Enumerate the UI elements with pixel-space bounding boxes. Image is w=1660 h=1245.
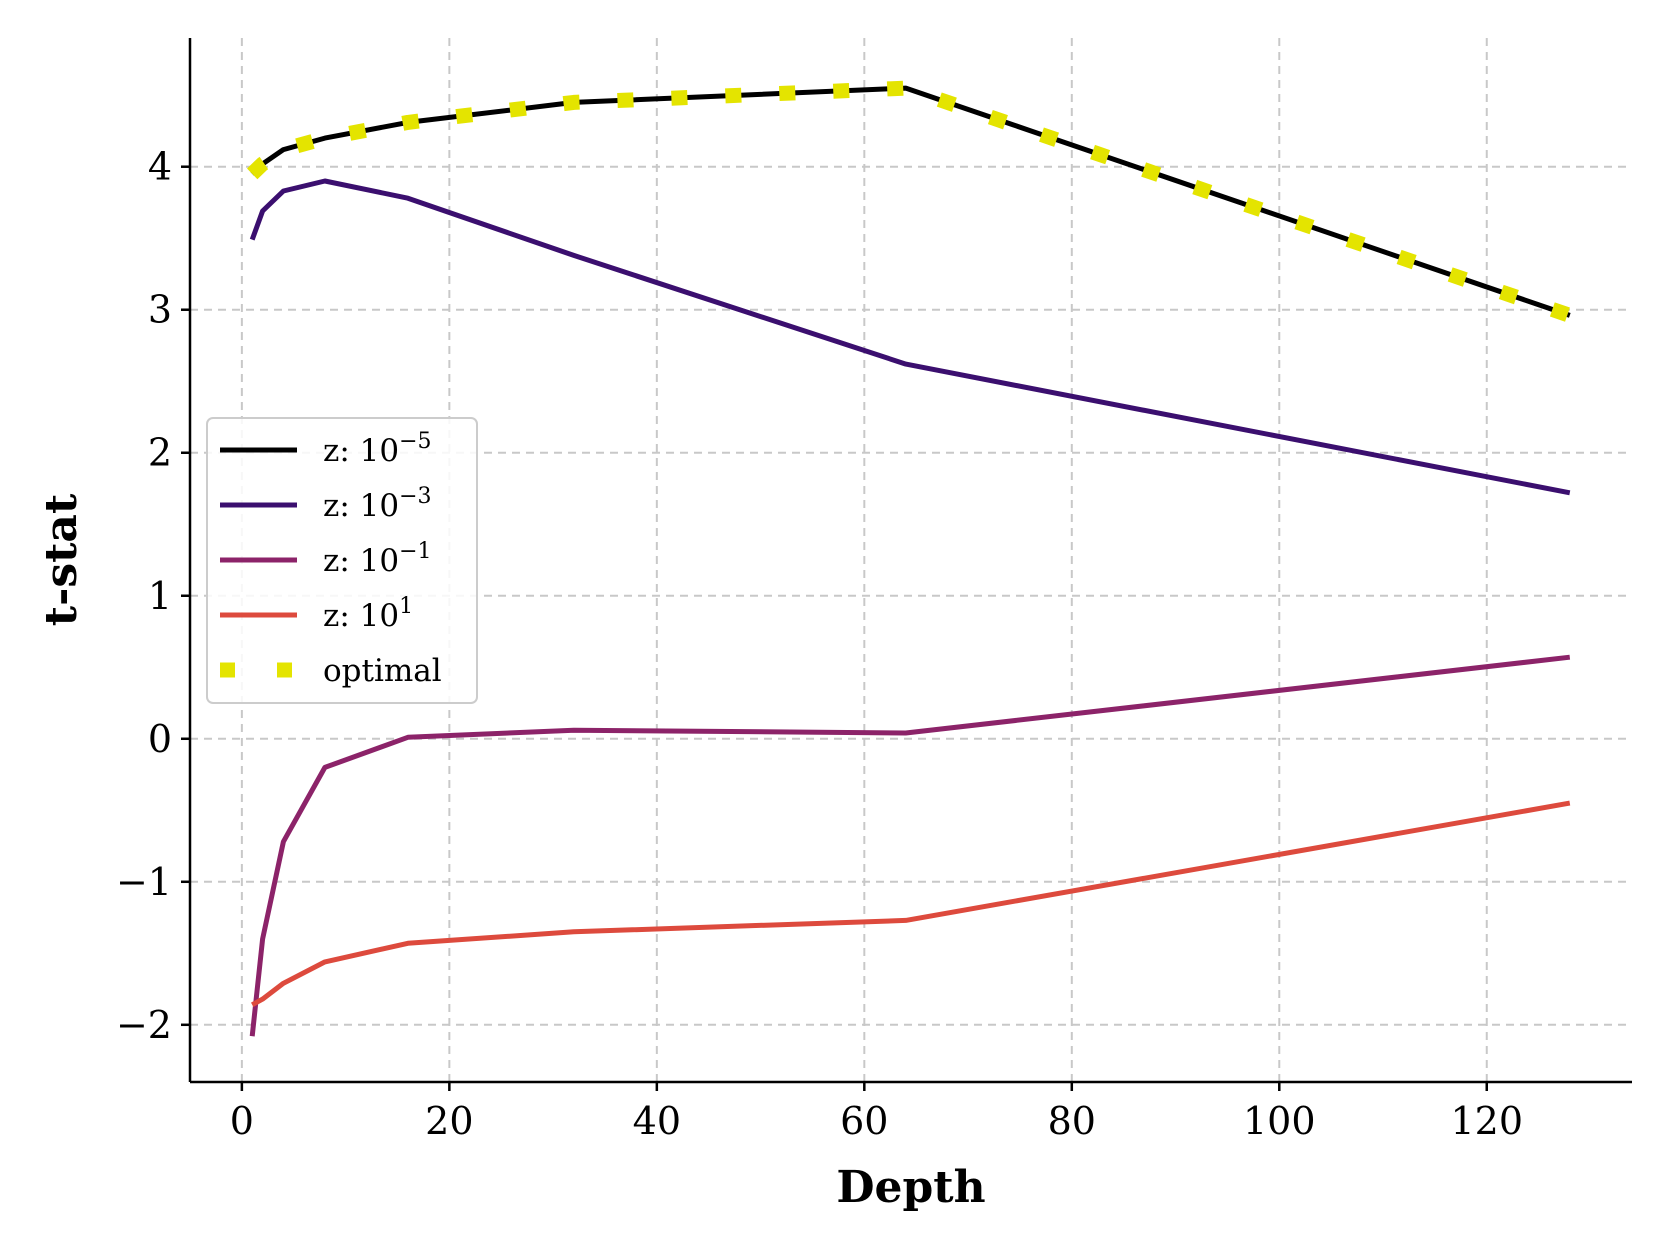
ticks: 0 20 40 60 80 100 120 −2 −1 0 1 2 3 4 [116,145,1523,1143]
x-tick-label: 100 [1243,1099,1316,1143]
series-line-3 [249,654,1571,1037]
y-tick-label: 4 [148,145,172,189]
series-line-1 [250,85,1571,318]
y-tick-label: 0 [148,717,172,761]
x-tick-label: 40 [633,1099,681,1143]
series-line-4 [250,800,1571,1007]
legend-label: optimal [323,653,442,689]
legend-frame [206,417,478,704]
x-tick-label: 20 [425,1099,473,1143]
y-tick-label: 2 [148,431,172,475]
x-axis-title: Depth [836,1162,985,1213]
y-tick-label: −2 [116,1003,172,1047]
x-tick-label: 60 [840,1099,888,1143]
y-tick-label: 1 [148,574,172,618]
x-tick-label: 0 [230,1099,254,1143]
x-tick-label: 80 [1048,1099,1096,1143]
axes [188,38,1632,1084]
y-tick-label: 3 [148,288,172,332]
series-line-2 [249,178,1571,496]
series-lines [247,80,1573,1037]
y-tick-label: −1 [116,860,172,904]
x-tick-label: 120 [1450,1099,1523,1143]
y-axis-title: t-stat [36,493,87,626]
legend-label: z: 101 [323,594,413,634]
